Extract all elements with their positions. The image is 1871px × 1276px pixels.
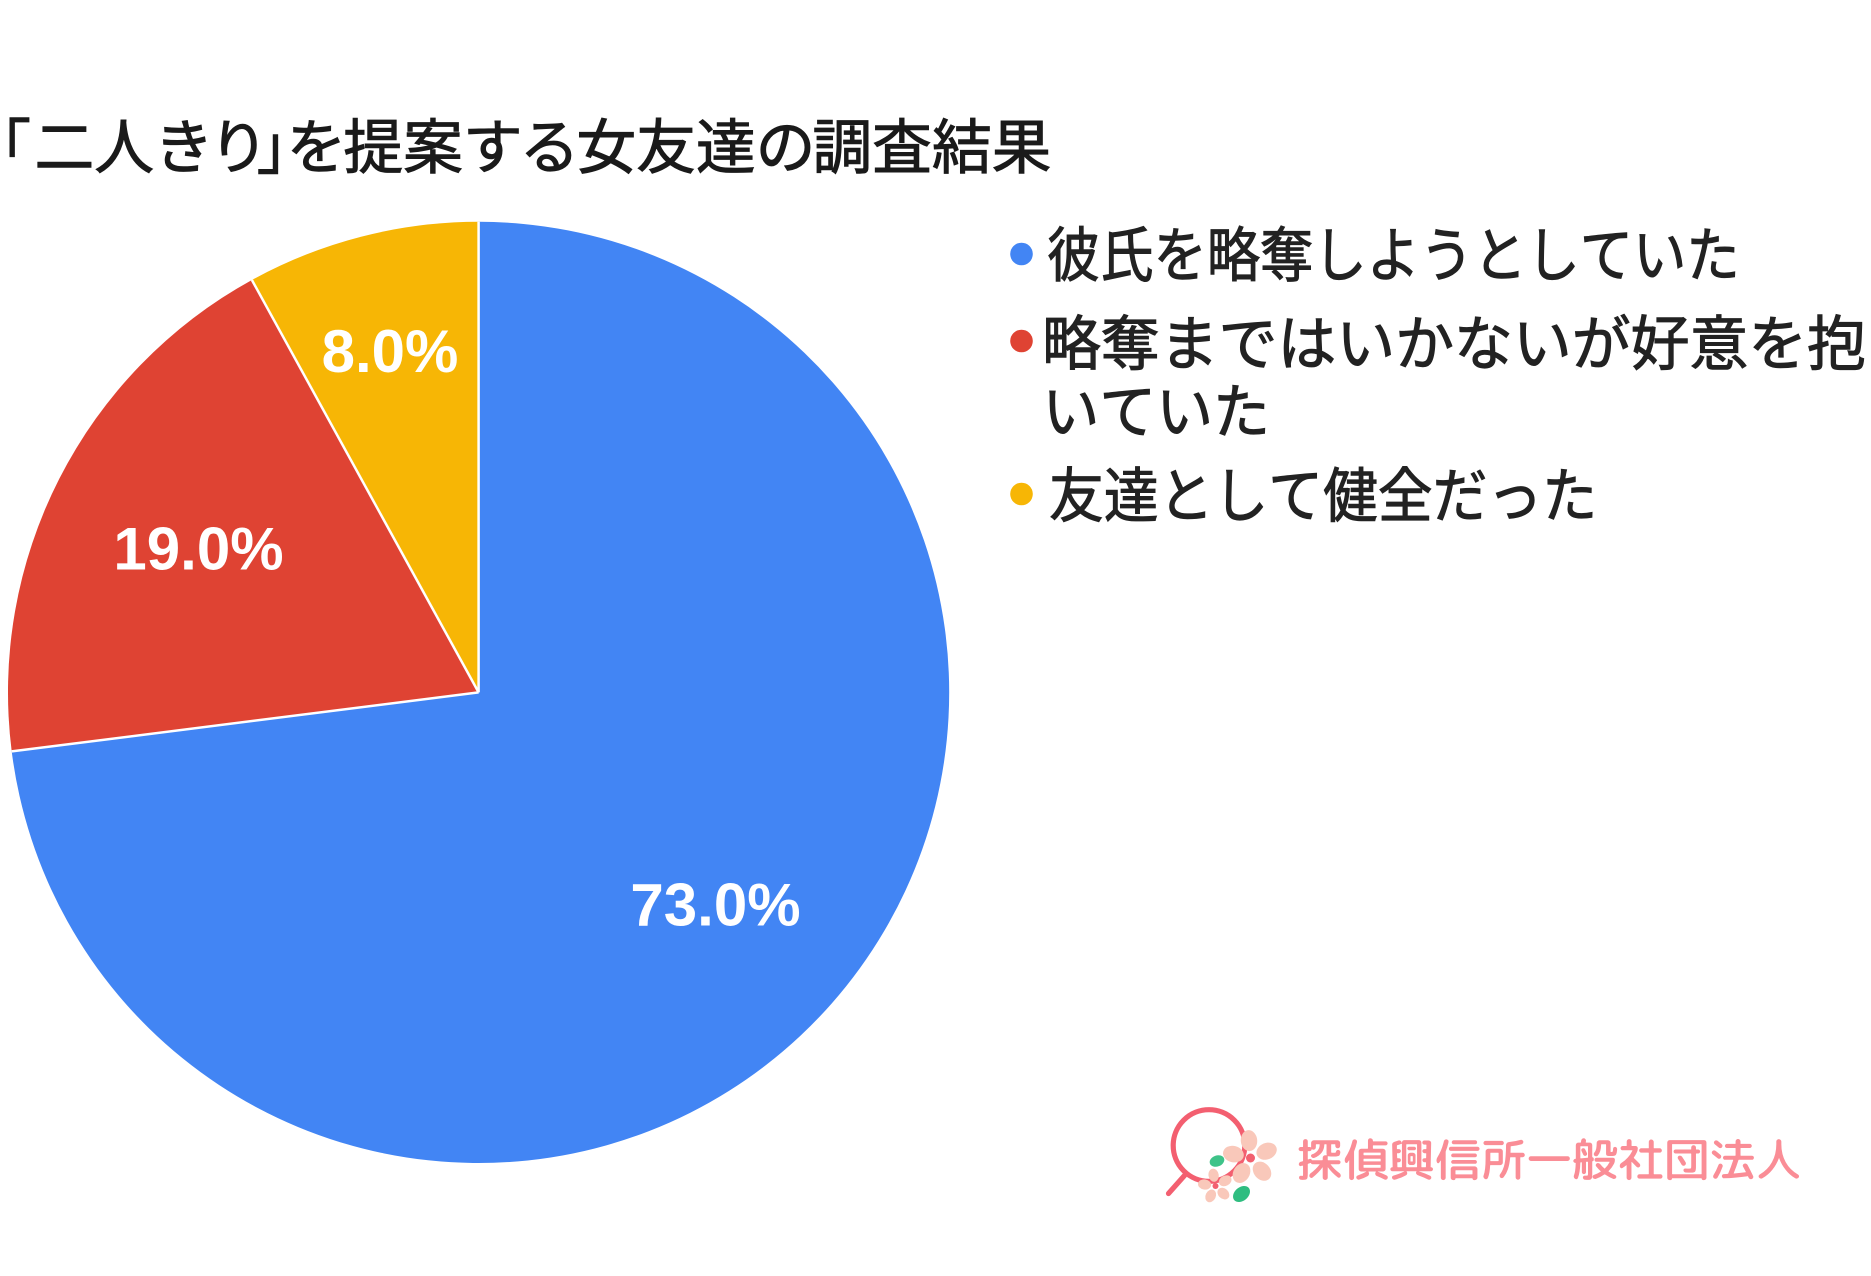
svg-text:8.0%: 8.0% bbox=[322, 318, 459, 385]
svg-text:19.0%: 19.0% bbox=[113, 516, 283, 583]
svg-text:73.0%: 73.0% bbox=[630, 872, 800, 939]
